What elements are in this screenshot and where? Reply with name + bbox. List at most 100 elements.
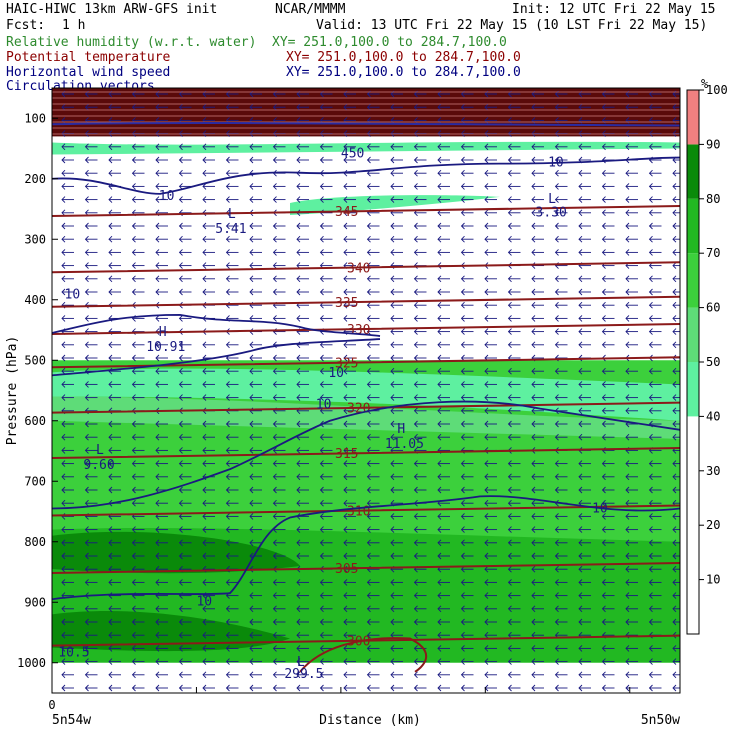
vector-head bbox=[672, 367, 677, 375]
wind-speed-contour bbox=[52, 313, 381, 337]
vector-head bbox=[460, 209, 465, 217]
vector-head bbox=[343, 658, 348, 665]
vector-head bbox=[672, 169, 677, 177]
vector-head bbox=[155, 618, 160, 626]
contour-annotation: 10 bbox=[159, 189, 175, 204]
vector-head bbox=[249, 183, 254, 190]
vector-head bbox=[601, 473, 606, 481]
vector-head bbox=[437, 275, 442, 283]
theta-contour-label: 340 bbox=[347, 261, 370, 276]
vector-head bbox=[625, 552, 630, 560]
vector-head bbox=[108, 103, 113, 111]
vector-head bbox=[296, 394, 301, 401]
vector-head bbox=[272, 420, 277, 428]
vector-head bbox=[601, 156, 606, 164]
vector-head bbox=[413, 460, 418, 467]
vector-head bbox=[648, 103, 653, 111]
vector-head bbox=[437, 341, 442, 349]
vector-head bbox=[484, 579, 489, 586]
vector-head bbox=[249, 103, 254, 111]
vector-head bbox=[460, 684, 465, 692]
vector-head bbox=[319, 433, 324, 441]
vector-head bbox=[507, 631, 512, 639]
vector-head bbox=[61, 341, 66, 349]
vector-head bbox=[648, 209, 653, 217]
vector-head bbox=[225, 222, 230, 230]
vector-head bbox=[625, 288, 630, 296]
vector-head bbox=[61, 183, 66, 190]
vector-head bbox=[178, 631, 183, 639]
vector-head bbox=[178, 394, 183, 401]
vector-head bbox=[296, 354, 301, 362]
vector-head bbox=[437, 249, 442, 256]
vector-head bbox=[578, 579, 583, 586]
vector-head bbox=[343, 275, 348, 283]
vector-head bbox=[601, 288, 606, 296]
vector-head bbox=[578, 645, 583, 652]
vector-head bbox=[413, 249, 418, 256]
vector-head bbox=[648, 552, 653, 560]
vector-head bbox=[413, 631, 418, 639]
vector-head bbox=[531, 592, 536, 599]
vector-head bbox=[507, 407, 512, 415]
vector-head bbox=[578, 367, 583, 375]
vector-head bbox=[343, 473, 348, 481]
vector-head bbox=[225, 684, 230, 692]
vector-head bbox=[108, 169, 113, 177]
vector-head bbox=[343, 420, 348, 428]
vector-head bbox=[366, 526, 371, 533]
vector-head bbox=[460, 367, 465, 375]
vector-head bbox=[413, 103, 418, 111]
forecast-hour: 1 h bbox=[62, 18, 86, 33]
vector-head bbox=[507, 169, 512, 177]
vector-head bbox=[343, 618, 348, 626]
vector-head bbox=[61, 460, 66, 467]
vector-head bbox=[531, 433, 536, 441]
wind-speed-contour bbox=[52, 400, 680, 510]
vector-head bbox=[319, 460, 324, 467]
vector-head bbox=[108, 288, 113, 296]
vector-head bbox=[554, 539, 559, 547]
vector-head bbox=[178, 473, 183, 481]
vector-head bbox=[131, 658, 136, 665]
vector-head bbox=[648, 473, 653, 481]
vector-head bbox=[531, 658, 536, 665]
vector-head bbox=[672, 315, 677, 322]
vector-head bbox=[319, 275, 324, 283]
vector-head bbox=[413, 433, 418, 441]
vector-head bbox=[202, 645, 207, 652]
vector-head bbox=[672, 658, 677, 665]
vector-head bbox=[507, 552, 512, 560]
vector-head bbox=[343, 235, 348, 243]
vector-head bbox=[578, 592, 583, 599]
vector-head bbox=[531, 209, 536, 217]
vector-head bbox=[460, 539, 465, 547]
wind-speed-contour-jet bbox=[52, 121, 680, 127]
vector-head bbox=[249, 222, 254, 230]
vector-head bbox=[155, 288, 160, 296]
vector-head bbox=[648, 183, 653, 190]
vector-head bbox=[437, 367, 442, 375]
vector-head bbox=[296, 539, 301, 547]
vector-head bbox=[225, 513, 230, 520]
vector-head bbox=[672, 473, 677, 481]
vector-head bbox=[531, 381, 536, 388]
vector-head bbox=[484, 605, 489, 613]
vector-head bbox=[272, 381, 277, 388]
vector-head bbox=[390, 156, 395, 164]
vector-head bbox=[460, 315, 465, 322]
vector-head bbox=[531, 539, 536, 547]
vector-head bbox=[343, 222, 348, 230]
vector-head bbox=[648, 328, 653, 335]
vector-head bbox=[296, 447, 301, 454]
vector-head bbox=[578, 486, 583, 494]
vector-head bbox=[554, 103, 559, 111]
vector-head bbox=[225, 288, 230, 296]
vector-head bbox=[601, 618, 606, 626]
vector-head bbox=[366, 288, 371, 296]
vector-head bbox=[366, 671, 371, 679]
vector-head bbox=[272, 433, 277, 441]
vector-head bbox=[249, 354, 254, 362]
vector-head bbox=[413, 143, 418, 151]
vector-head bbox=[625, 328, 630, 335]
